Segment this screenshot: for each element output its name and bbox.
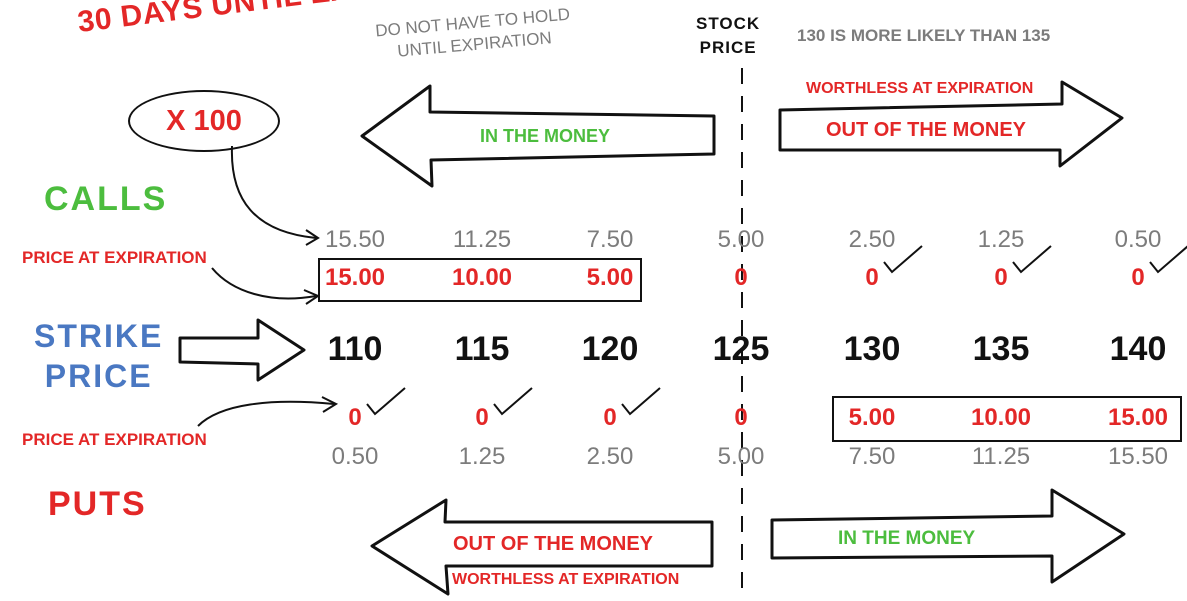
call-premium-3: 7.50 xyxy=(586,226,634,253)
puts-otm-label: OUT OF THE MONEY xyxy=(453,533,653,555)
multiplier-badge: X 100 xyxy=(128,90,280,152)
put-premium-5: 7.50 xyxy=(848,443,896,470)
puts-itm-box xyxy=(832,396,1182,442)
calls-itm-arrow-shape xyxy=(360,84,716,188)
put-premium-7: 15.50 xyxy=(1107,443,1169,470)
call-check-5 xyxy=(883,245,923,274)
puts-worthless-label: WORTHLESS AT EXPIRATION xyxy=(452,571,680,588)
puts-price-at-expiration-label: PRICE AT EXPIRATION xyxy=(22,430,207,449)
multiplier-pointer xyxy=(230,145,317,239)
strike-value-4: 125 xyxy=(712,330,770,368)
call-intrinsic-4: 0 xyxy=(734,264,748,291)
call-check-6 xyxy=(1012,245,1052,274)
strike-label-line-2: PRICE xyxy=(44,358,153,394)
put-intrinsic-1: 0 xyxy=(348,404,362,431)
put-intrinsic-3: 0 xyxy=(603,404,617,431)
put-intrinsic-5: 5.00 xyxy=(848,404,896,431)
stock-price-label-line-2: PRICE xyxy=(699,38,757,57)
put-premium-1: 0.50 xyxy=(331,443,379,470)
calls-pae-pointer xyxy=(211,267,317,300)
multiplier-text: X 100 xyxy=(166,104,242,137)
put-check-1 xyxy=(366,387,406,416)
strike-value-3: 120 xyxy=(581,330,639,368)
put-premium-2: 1.25 xyxy=(458,443,506,470)
call-intrinsic-7: 0 xyxy=(1131,264,1145,291)
calls-worthless-label: WORTHLESS AT EXPIRATION xyxy=(806,80,1034,97)
stock-price-label-line-1: STOCK xyxy=(696,14,761,33)
calls-label: CALLS xyxy=(44,180,168,218)
put-check-3 xyxy=(621,387,661,416)
call-intrinsic-6: 0 xyxy=(994,264,1008,291)
call-intrinsic-2: 10.00 xyxy=(451,264,513,291)
call-premium-2: 11.25 xyxy=(452,226,512,253)
puts-itm-arrow-shape xyxy=(770,488,1126,584)
strike-price-label: STRIKE PRICE xyxy=(34,316,163,396)
strike-value-2: 115 xyxy=(454,330,510,368)
call-check-7 xyxy=(1149,245,1187,274)
call-intrinsic-3: 5.00 xyxy=(586,264,634,291)
calls-itm-box xyxy=(318,258,642,302)
stock-price-label: STOCK PRICE xyxy=(696,12,760,60)
strike-value-7: 140 xyxy=(1109,330,1167,368)
put-intrinsic-2: 0 xyxy=(475,404,489,431)
calls-otm-label: OUT OF THE MONEY xyxy=(826,119,1026,141)
call-premium-7: 0.50 xyxy=(1114,226,1162,253)
strike-arrow-shape xyxy=(178,318,306,382)
puts-otm-arrow-shape xyxy=(370,498,714,596)
put-intrinsic-4: 0 xyxy=(734,404,748,431)
put-premium-6: 11.25 xyxy=(971,443,1031,470)
put-premium-3: 2.50 xyxy=(586,443,634,470)
put-premium-4: 5.00 xyxy=(717,443,765,470)
put-intrinsic-6: 10.00 xyxy=(970,404,1032,431)
call-premium-1: 15.50 xyxy=(324,226,386,253)
call-intrinsic-1: 15.00 xyxy=(324,264,386,291)
strike-value-5: 130 xyxy=(843,330,901,368)
calls-itm-label: IN THE MONEY xyxy=(480,126,611,146)
call-intrinsic-5: 0 xyxy=(865,264,879,291)
put-check-2 xyxy=(493,387,533,416)
call-premium-6: 1.25 xyxy=(977,226,1025,253)
puts-itm-label: IN THE MONEY xyxy=(838,528,976,549)
strike-value-6: 135 xyxy=(972,330,1030,368)
puts-pae-pointer xyxy=(197,400,335,427)
strike-label-line-1: STRIKE xyxy=(34,318,164,354)
call-premium-5: 2.50 xyxy=(848,226,896,253)
strike-value-1: 110 xyxy=(327,330,383,368)
call-premium-4: 5.00 xyxy=(717,226,765,253)
calls-otm-arrow-shape xyxy=(778,80,1124,168)
puts-label: PUTS xyxy=(48,485,147,523)
likely-note: 130 IS MORE LIKELY THAN 135 xyxy=(797,26,1051,45)
calls-price-at-expiration-label: PRICE AT EXPIRATION xyxy=(22,248,207,267)
put-intrinsic-7: 15.00 xyxy=(1107,404,1169,431)
